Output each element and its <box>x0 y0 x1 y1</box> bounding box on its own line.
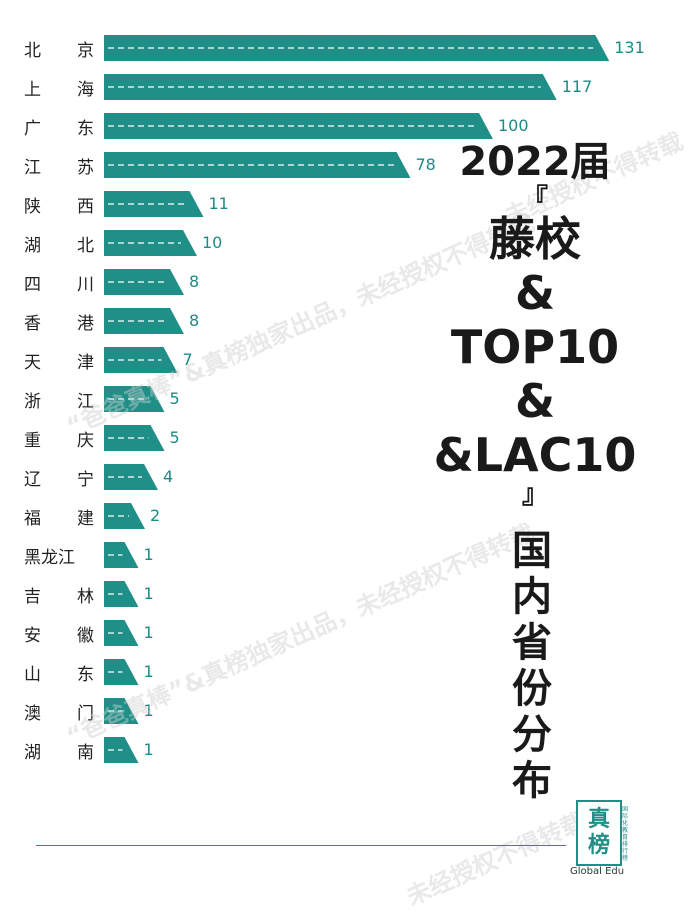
logo-mark: 真 榜 <box>576 800 622 866</box>
value-label: 2 <box>150 506 161 525</box>
bar <box>104 386 165 412</box>
category-label: 重庆 <box>24 430 94 451</box>
value-label: 5 <box>169 389 180 408</box>
logo-side-text: 国际化教育排行榜 <box>622 806 629 862</box>
value-label: 11 <box>208 194 229 213</box>
category-label: 北京 <box>24 40 94 61</box>
category-label: 安徽 <box>24 625 94 646</box>
logo-char: 真 <box>587 807 610 832</box>
category-label: 陕西 <box>24 196 94 217</box>
category-label: 天津 <box>24 352 94 373</box>
category-label: 香港 <box>24 313 94 334</box>
category-label: 吉林 <box>24 586 94 607</box>
value-label: 5 <box>169 428 180 447</box>
category-label: 山东 <box>24 664 94 685</box>
title-line-lac10: &LAC10 <box>433 428 637 482</box>
title-line-amp2: & <box>514 374 556 428</box>
value-label: 8 <box>189 311 200 330</box>
bar <box>104 35 610 61</box>
value-label: 117 <box>561 77 593 96</box>
value-label: 100 <box>498 116 529 135</box>
vertical-subtitle: 国内省份分布 <box>512 528 552 804</box>
value-label: 1 <box>143 701 154 720</box>
bar <box>104 503 145 529</box>
value-label: 10 <box>202 233 223 252</box>
bar <box>104 152 411 178</box>
category-label: 四川 <box>24 274 94 295</box>
category-label: 福建 <box>24 508 94 529</box>
value-label: 131 <box>614 38 645 57</box>
category-label: 上海 <box>24 79 94 100</box>
bottom-divider <box>36 845 566 846</box>
value-label: 4 <box>163 467 174 486</box>
value-label: 1 <box>143 623 154 642</box>
value-label: 1 <box>143 584 154 603</box>
chart-title: 2022届 <box>459 139 611 185</box>
chart-title-block: 2022届 『 藤校 & TOP10 & &LAC10 』 <box>430 138 640 508</box>
value-label: 78 <box>415 155 436 174</box>
bar <box>104 425 165 451</box>
category-label: 江苏 <box>24 157 94 178</box>
close-bracket: 』 <box>521 480 548 510</box>
category-label: 湖北 <box>24 235 94 256</box>
logo-char: 榜 <box>587 833 610 858</box>
value-label: 7 <box>182 350 193 369</box>
value-label: 1 <box>143 545 154 564</box>
category-label: 黑龙江 <box>24 547 75 568</box>
value-label: 8 <box>189 272 200 291</box>
category-label: 广东 <box>24 118 94 139</box>
title-line-top10: TOP10 <box>450 320 620 374</box>
title-line-amp1: & <box>514 266 556 320</box>
title-line-ivy: 藤校 <box>489 212 581 266</box>
logo-english: Global Edu <box>570 866 625 877</box>
value-label: 1 <box>143 740 154 759</box>
category-label: 浙江 <box>24 391 94 412</box>
category-label: 辽宁 <box>24 469 94 490</box>
value-label: 1 <box>143 662 154 681</box>
brand-logo: 真 榜 国际化教育排行榜 Global Edu <box>570 800 640 880</box>
open-bracket: 『 <box>521 184 548 214</box>
category-label: 湖南 <box>24 742 94 763</box>
category-label: 澳门 <box>24 703 94 724</box>
